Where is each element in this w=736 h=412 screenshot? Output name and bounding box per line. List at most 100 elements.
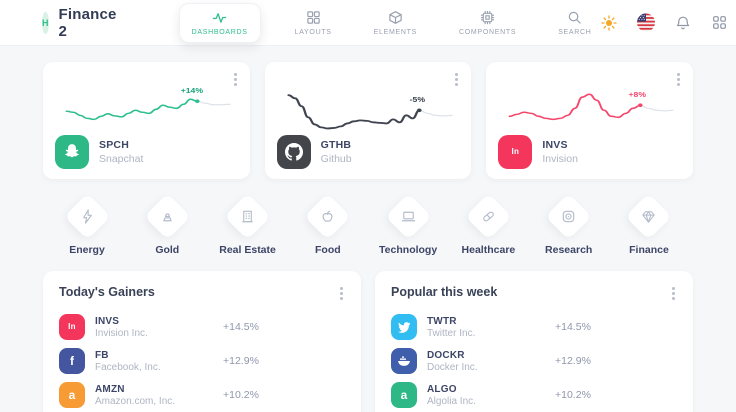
stock-ticker: SPCH bbox=[99, 139, 129, 151]
change-percent: +10.2% bbox=[223, 389, 259, 401]
gold-ingot-icon bbox=[163, 212, 172, 221]
card-footer: SPCH Snapchat bbox=[55, 135, 238, 169]
category-gold[interactable]: Gold bbox=[135, 192, 199, 256]
card-footer: In INVS Invision bbox=[498, 135, 681, 169]
category-real-estate[interactable]: Real Estate bbox=[216, 192, 280, 256]
stock-ticker: ALGO bbox=[427, 383, 457, 395]
stock-ticker: GTHB bbox=[320, 139, 352, 151]
apps-grid-icon[interactable] bbox=[711, 14, 729, 32]
nav-label: DASHBOARDS bbox=[191, 28, 248, 36]
theme-sun-icon[interactable] bbox=[600, 14, 618, 32]
stock-ticker: DOCKR bbox=[427, 349, 465, 361]
panel-title: Today's Gainers bbox=[59, 285, 155, 299]
invision-icon: In bbox=[498, 135, 533, 169]
stock-ticker: INVS bbox=[95, 315, 120, 327]
list-item[interactable]: DOCKR Docker Inc. +12.9% bbox=[391, 348, 677, 374]
change-percent: +12.9% bbox=[223, 355, 259, 367]
us-flag-icon[interactable] bbox=[636, 13, 655, 32]
algolia-icon: a bbox=[391, 382, 417, 408]
category-technology[interactable]: Technology bbox=[376, 192, 440, 256]
nav-layouts[interactable]: LAYOUTS bbox=[287, 4, 340, 42]
nav-search[interactable]: SEARCH bbox=[550, 4, 599, 42]
list-item[interactable]: TWTR Twitter Inc. +14.5% bbox=[391, 314, 677, 340]
card-footer: GTHB Github bbox=[276, 135, 460, 169]
nav-components[interactable]: COMPONENTS bbox=[451, 4, 524, 42]
activity-icon bbox=[212, 12, 227, 23]
stock-ticker: TWTR bbox=[427, 315, 457, 327]
list-item[interactable]: f FB Facebook, Inc. +12.9% bbox=[59, 348, 345, 374]
nav-dashboards[interactable]: DASHBOARDS bbox=[178, 2, 261, 43]
change-percent: +14.5% bbox=[555, 321, 591, 333]
github-icon bbox=[276, 135, 311, 169]
sparkline-chart: -5% bbox=[287, 94, 453, 130]
snapchat-icon bbox=[55, 135, 89, 169]
nav-label: COMPONENTS bbox=[459, 28, 517, 36]
category-healthcare[interactable]: Healthcare bbox=[456, 192, 520, 256]
cpu-icon bbox=[481, 10, 495, 24]
change-percent: +12.9% bbox=[555, 355, 591, 367]
category-research[interactable]: Research bbox=[537, 192, 601, 256]
bell-icon[interactable] bbox=[674, 14, 692, 32]
invision-icon: In bbox=[59, 314, 85, 340]
panel-title: Popular this week bbox=[391, 285, 498, 299]
list-item[interactable]: In INVS Invision Inc. +14.5% bbox=[59, 314, 345, 340]
more-options-button[interactable] bbox=[338, 285, 345, 302]
nav-label: LAYOUTS bbox=[294, 28, 332, 36]
company-name: Amazon.com, Inc. bbox=[95, 395, 176, 407]
company-name: Facebook, Inc. bbox=[95, 361, 161, 373]
pill-icon bbox=[483, 211, 494, 221]
docker-icon bbox=[391, 348, 417, 374]
sparkline-chart: +8% bbox=[508, 91, 675, 121]
nav-elements[interactable]: ELEMENTS bbox=[366, 4, 425, 42]
category-row: Energy Gold Real Estate Food Technology … bbox=[43, 192, 693, 256]
company-name: Algolia Inc. bbox=[427, 395, 476, 407]
gem-icon bbox=[642, 210, 656, 223]
header-controls bbox=[600, 9, 736, 36]
workspace-chip[interactable]: H bbox=[42, 11, 49, 34]
company-name: Invision bbox=[542, 153, 578, 165]
atom-icon bbox=[562, 210, 575, 222]
category-food[interactable]: Food bbox=[296, 192, 360, 256]
company-name: Docker Inc. bbox=[427, 361, 478, 373]
popular-this-week-panel: Popular this week TWTR Twitter Inc. +14.… bbox=[375, 271, 693, 412]
lightning-icon bbox=[82, 208, 92, 224]
grid-icon bbox=[306, 10, 320, 24]
search-icon bbox=[569, 11, 582, 24]
stock-card-gthb[interactable]: -5% GTHB Github bbox=[264, 62, 472, 179]
more-options-button[interactable] bbox=[232, 71, 239, 88]
building-icon bbox=[242, 210, 253, 222]
stock-card-spch[interactable]: +14% SPCH Snapchat bbox=[43, 62, 250, 179]
stock-cards-row: +14% SPCH Snapchat bbox=[43, 62, 694, 179]
laptop-icon bbox=[401, 211, 415, 221]
company-name: Github bbox=[320, 153, 352, 165]
category-finance[interactable]: Finance bbox=[617, 192, 681, 256]
facebook-icon: f bbox=[59, 348, 85, 374]
stock-card-invs[interactable]: +8% In INVS Invision bbox=[486, 62, 694, 179]
nav-label: SEARCH bbox=[558, 28, 592, 36]
apple-icon bbox=[322, 210, 333, 222]
more-options-button[interactable] bbox=[675, 71, 682, 88]
stock-ticker: FB bbox=[95, 349, 109, 361]
more-options-button[interactable] bbox=[453, 71, 460, 88]
nav-label: ELEMENTS bbox=[373, 28, 418, 36]
page-title: Finance 2 bbox=[58, 5, 117, 40]
box-icon bbox=[389, 10, 402, 24]
list-item[interactable]: a AMZN Amazon.com, Inc. +10.2% bbox=[59, 382, 345, 408]
sparkline-chart: +14% bbox=[65, 87, 231, 121]
todays-gainers-panel: Today's Gainers In INVS Invision Inc. +1… bbox=[43, 271, 361, 412]
change-percent: +10.2% bbox=[555, 389, 591, 401]
svg-text:-5%: -5% bbox=[409, 96, 424, 104]
company-name: Invision Inc. bbox=[95, 327, 148, 339]
amazon-icon: a bbox=[59, 382, 85, 408]
change-percent: +14.5% bbox=[223, 321, 259, 333]
main-content: +14% SPCH Snapchat bbox=[0, 46, 736, 412]
category-energy[interactable]: Energy bbox=[55, 192, 119, 256]
svg-text:+14%: +14% bbox=[181, 87, 203, 95]
more-options-button[interactable] bbox=[670, 285, 677, 302]
panels-row: Today's Gainers In INVS Invision Inc. +1… bbox=[43, 271, 693, 412]
top-navbar: H Finance 2 DASHBOARDS LAYOUTS ELEMENTS … bbox=[0, 0, 736, 46]
stock-ticker: AMZN bbox=[95, 383, 125, 395]
stock-ticker: INVS bbox=[542, 139, 568, 151]
list-item[interactable]: a ALGO Algolia Inc. +10.2% bbox=[391, 382, 677, 408]
